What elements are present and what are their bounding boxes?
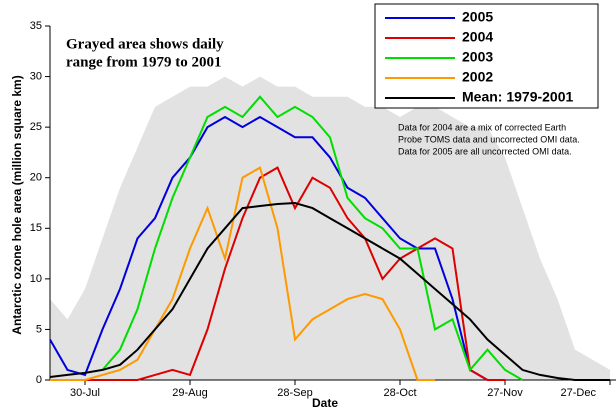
x-tick-label: 28-Sep — [277, 387, 312, 399]
y-tick-label: 10 — [30, 273, 42, 285]
y-tick-label: 35 — [30, 20, 42, 32]
x-tick-label: 30-Jul — [70, 387, 100, 399]
range-area — [50, 76, 610, 381]
x-axis-title: Date — [312, 396, 338, 410]
note: Data for 2004 are a mix of corrected Ear… — [398, 122, 566, 132]
series-line — [50, 166, 435, 381]
x-tick-label: 29-Aug — [172, 387, 207, 399]
legend-label: 2002 — [462, 69, 493, 85]
y-tick-label: 25 — [30, 121, 42, 133]
note: Probe TOMS data and uncorrected OMI data… — [398, 134, 580, 144]
legend-label: 2003 — [462, 49, 493, 65]
y-tick-label: 15 — [30, 222, 42, 234]
legend-box — [374, 3, 599, 109]
legend-label: Mean: 1979-2001 — [462, 89, 574, 105]
y-tick-label: 0 — [36, 374, 42, 386]
note: Data for 2005 are all uncorrected OMI da… — [398, 146, 572, 156]
x-tick-label: 27-Dec — [561, 387, 597, 399]
y-axis-title: Antarctic ozone hole area (million squar… — [10, 75, 24, 334]
legend-label: 2005 — [462, 9, 493, 25]
series-line — [49, 201, 610, 381]
y-tick-label: 5 — [36, 323, 42, 335]
x-tick-label: 27-Nov — [487, 387, 523, 399]
y-tick-label: 20 — [30, 172, 42, 184]
series-line — [101, 95, 523, 381]
annotation: Grayed area shows daily — [66, 36, 224, 52]
annotation: range from 1979 to 2001 — [66, 54, 222, 70]
legend-label: 2004 — [462, 29, 493, 45]
x-tick-label: 28-Oct — [383, 387, 416, 399]
series-line — [50, 166, 505, 381]
series-line — [49, 115, 488, 381]
legend: 2005 2004 2003 2002 Mean: 1979-2001 — [374, 3, 599, 109]
y-tick-label: 30 — [30, 70, 42, 82]
